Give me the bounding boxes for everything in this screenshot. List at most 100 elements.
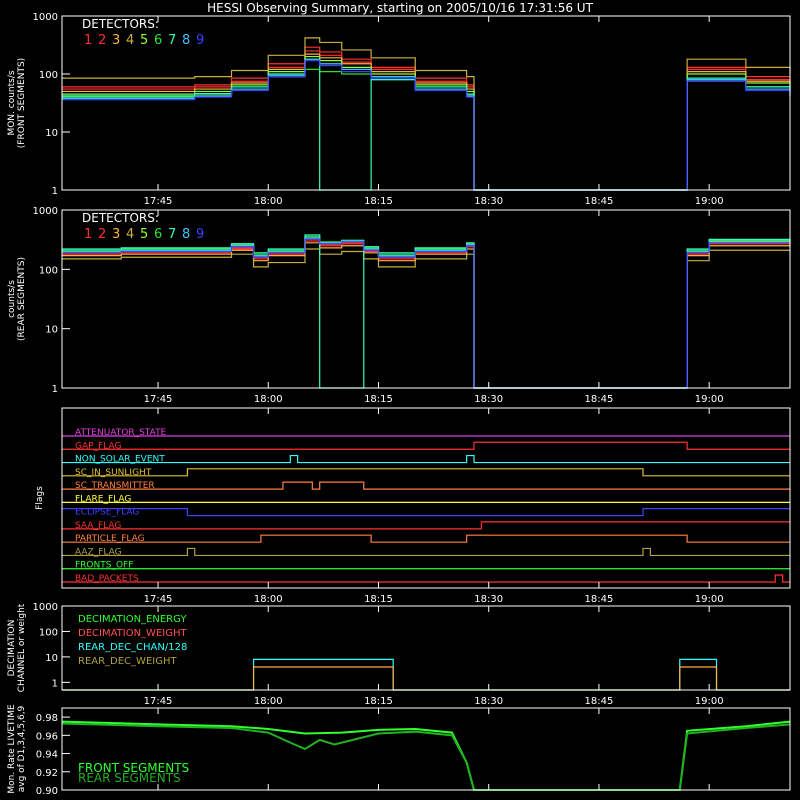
decimation-legend: DECIMATION_WEIGHT [78, 628, 187, 639]
rear-xtick-label: 18:45 [585, 394, 614, 405]
decimation-ylabel: DECIMATION [7, 620, 17, 677]
front-legend-title: DETECTORS: [82, 17, 159, 31]
rear-legend-label: 8 [182, 227, 190, 242]
livetime-ytick-label: 0.98 [36, 713, 58, 724]
front-xtick-label: 17:45 [144, 196, 173, 207]
rear-ylabel: counts/s [7, 280, 17, 318]
flag-label: FRONTS_OFF [75, 561, 133, 571]
rear-ylabel: (REAR SEGMENTS) [17, 257, 27, 341]
flag-line [62, 574, 790, 583]
decimation-xtick-label: 17:45 [144, 696, 173, 707]
flags-xtick-label: 18:45 [585, 594, 614, 605]
rear-legend-label: 4 [126, 227, 134, 242]
rear-ytick-label: 1 [52, 384, 58, 395]
livetime-legend: FRONT SEGMENTS [78, 761, 189, 775]
rear-xtick-label: 17:45 [144, 394, 173, 405]
rear-xtick-label: 19:00 [695, 394, 724, 405]
rear-legend-label: 1 [84, 227, 92, 242]
front-ylabel: MON. counts/s [7, 70, 17, 135]
front-legend-label: 1 [84, 33, 92, 48]
flag-label: ATTENUATOR_STATE [75, 428, 167, 438]
flag-line [62, 441, 790, 450]
decimation-xtick-label: 18:15 [364, 696, 393, 707]
front-xtick-label: 18:45 [585, 196, 614, 207]
rear-legend-label: 6 [154, 227, 162, 242]
livetime-ytick-label: 0.90 [36, 786, 58, 797]
flag-line [62, 454, 790, 464]
rear-legend-label: 3 [112, 227, 120, 242]
rear-legend-label: 2 [98, 227, 106, 242]
front-legend-label: 2 [98, 33, 106, 48]
flag-line [62, 508, 790, 517]
flag-line [62, 521, 790, 530]
rear-ytick-label: 100 [39, 265, 58, 276]
flags-xtick-label: 18:30 [474, 594, 503, 605]
rear-xtick-label: 18:30 [474, 394, 503, 405]
decimation-legend: DECIMATION_ENERGY [78, 614, 187, 625]
flag-line [62, 481, 790, 490]
livetime-ytick-label: 0.92 [36, 768, 58, 779]
livetime-frame [61, 707, 791, 791]
rear-ytick-label: 1000 [33, 206, 58, 217]
rear-ytick-label: 10 [45, 325, 58, 336]
rear-xtick-label: 18:15 [364, 394, 393, 405]
flags-xtick-label: 19:00 [695, 594, 724, 605]
rear-legend-title: DETECTORS: [82, 211, 159, 225]
front-frame [61, 15, 791, 191]
flag-label: GAP_FLAG [75, 441, 121, 451]
livetime-ytick-label: 0.96 [36, 731, 58, 742]
flags-ylabel: Flags [35, 486, 45, 510]
chart-title: HESSI Observing Summary, starting on 200… [207, 1, 593, 15]
flags-xtick-label: 18:00 [254, 594, 283, 605]
decimation-xtick-label: 18:45 [585, 696, 614, 707]
front-ytick-label: 1 [52, 186, 58, 197]
decimation-xtick-label: 19:00 [695, 696, 724, 707]
flag-label: ECLIPSE_FLAG [75, 508, 139, 518]
decimation-ytick-label: 10 [45, 653, 58, 664]
front-xtick-label: 18:00 [254, 196, 283, 207]
rear-frame [61, 209, 791, 389]
flag-label: BAD_PACKETS [75, 574, 139, 584]
flag-label: FLARE_FLAG [75, 494, 131, 504]
front-xtick-label: 18:15 [364, 196, 393, 207]
livetime-series [62, 722, 791, 791]
livetime-ytick-label: 0.94 [36, 750, 58, 761]
flags-panel: Flags ATTENUATOR_STATE GAP_FLAG NON_SOLAR_E… [35, 428, 790, 584]
rear-xtick-label: 18:00 [254, 394, 283, 405]
flag-label: NON_SOLAR_EVENT [75, 455, 165, 465]
flag-label: SC_TRANSMITTER [75, 481, 155, 491]
flags-xtick-label: 18:15 [364, 594, 393, 605]
front-legend-label: 8 [182, 33, 190, 48]
livetime-ylabel: avg of D1,3,4,5,6,9 [17, 705, 27, 792]
flag-label: SC_IN_SUNLIGHT [75, 468, 152, 478]
front-xtick-label: 19:00 [695, 196, 724, 207]
decimation-frame [61, 605, 791, 691]
decimation-ytick-label: 1 [52, 678, 58, 689]
decimation-legend: REAR_DEC_WEIGHT [78, 656, 177, 667]
livetime-ylabel: Mon. Rate LIVETIME [7, 704, 17, 794]
flags-xtick-label: 17:45 [144, 594, 173, 605]
decimation-legend: REAR_DEC_CHAN/128 [78, 642, 187, 653]
livetime-legend: REAR SEGMENTS [78, 771, 181, 785]
rear-legend-label: 7 [168, 227, 176, 242]
flag-label: SAA_FLAG [75, 521, 121, 531]
flag-label: PARTICLE_FLAG [75, 534, 145, 544]
decimation-ytick-label: 100 [39, 627, 58, 638]
decimation-ylabel: CHANNEL or weight [17, 603, 27, 692]
front-series-9 [62, 60, 791, 191]
front-legend-label: 3 [112, 33, 120, 48]
rear-legend-label: 5 [140, 227, 148, 242]
front-xtick-label: 18:30 [474, 196, 503, 207]
front-ytick-label: 10 [45, 128, 58, 139]
flag-line [62, 547, 790, 557]
front-ytick-label: 100 [39, 70, 58, 81]
flag-line [62, 468, 790, 477]
front-legend-label: 6 [154, 33, 162, 48]
decimation-ytick-label: 1000 [33, 602, 58, 613]
front-ylabel: (FRONT SEGMENTS) [17, 58, 27, 148]
front-legend-label: 5 [140, 33, 148, 48]
